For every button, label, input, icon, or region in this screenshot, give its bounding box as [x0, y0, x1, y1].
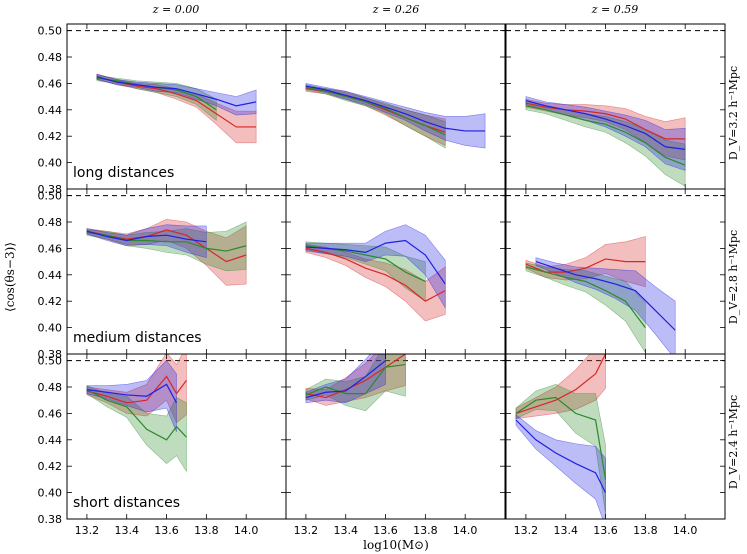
annotation-short-distances: short distances	[73, 495, 180, 511]
series-line-blue	[86, 383, 178, 404]
x-tick-label: 13.4	[114, 524, 139, 537]
panel-0-1-plot	[286, 30, 505, 149]
series-line-blue	[96, 76, 257, 107]
x-tick-label: 13.2	[75, 524, 100, 537]
y-tick-label: 0.50	[38, 355, 63, 368]
series-line-green	[525, 105, 686, 166]
column-title-z000: z = 0.00	[152, 3, 200, 16]
band-red	[525, 236, 646, 288]
y-tick-label: 0.40	[38, 487, 63, 500]
series-line-green	[86, 389, 187, 441]
row-label-medium: D_V=2.8 h⁻¹Mpc	[727, 230, 740, 324]
series-line-green	[515, 396, 607, 480]
series-line-red	[86, 375, 187, 404]
row-label-long: D_V=3.2 h⁻¹Mpc	[727, 66, 740, 160]
panel-2-1-plot	[286, 354, 505, 412]
panel-frame	[285, 353, 506, 520]
y-tick-label: 0.46	[38, 77, 63, 90]
series-line-green	[305, 363, 406, 396]
x-tick-label: 14.0	[234, 524, 259, 537]
series-line-red	[305, 247, 446, 302]
y-tick-label: 0.38	[38, 348, 63, 361]
panel-2-2-plot	[506, 354, 725, 519]
series-line-green	[305, 86, 446, 136]
series-line-green	[525, 266, 646, 328]
y-tick-label: 0.48	[38, 51, 63, 64]
y-tick-label: 0.40	[38, 322, 63, 335]
x-tick-label: 13.6	[373, 524, 398, 537]
x-tick-label: 13.2	[514, 524, 539, 537]
x-tick-label: 13.6	[154, 524, 179, 537]
x-tick-label: 13.8	[413, 524, 438, 537]
y-tick-label: 0.48	[38, 216, 63, 229]
x-tick-label: 13.2	[294, 524, 319, 537]
y-tick-label: 0.42	[38, 130, 63, 143]
x-tick-label: 13.6	[593, 524, 618, 537]
panel-0-2-plot	[506, 30, 725, 187]
series-line-blue	[515, 419, 607, 493]
x-tick-label: 13.8	[194, 524, 219, 537]
y-tick-label: 0.44	[38, 434, 63, 447]
y-tick-label: 0.50	[38, 190, 63, 203]
annotation-medium-distances: medium distances	[73, 330, 202, 346]
series-line-blue	[525, 99, 686, 150]
y-tick-label: 0.46	[38, 242, 63, 255]
panel-1-0-plot	[67, 195, 286, 286]
series-line-blue	[305, 360, 386, 399]
band-blue	[305, 224, 446, 309]
y-tick-label: 0.50	[38, 25, 63, 38]
panel-frame	[505, 353, 726, 520]
column-title-z059: z = 0.59	[591, 3, 639, 16]
y-tick-label: 0.38	[38, 183, 63, 196]
y-tick-label: 0.38	[38, 513, 63, 526]
panel-1-2-plot	[506, 195, 725, 354]
panel-2-0-plot	[67, 354, 286, 473]
y-tick-label: 0.42	[38, 295, 63, 308]
series-line-green	[86, 231, 247, 252]
series-line-blue	[305, 239, 446, 285]
band-red	[305, 244, 446, 322]
x-tick-label: 13.4	[333, 524, 358, 537]
column-title-z026: z = 0.26	[372, 3, 420, 16]
series-line-blue	[305, 85, 486, 132]
y-tick-label: 0.42	[38, 460, 63, 473]
panel-1-1-plot	[286, 195, 505, 322]
y-tick-label: 0.40	[38, 157, 63, 170]
x-tick-label: 13.4	[553, 524, 578, 537]
x-tick-label: 13.8	[633, 524, 658, 537]
series-line-red	[515, 354, 607, 414]
x-axis-label: log10(M⊙)	[363, 538, 429, 552]
x-tick-label: 14.0	[453, 524, 478, 537]
series-line-red	[525, 102, 686, 140]
band-blue	[86, 224, 207, 259]
annotation-long-distances: long distances	[73, 165, 174, 181]
y-tick-label: 0.44	[38, 269, 63, 282]
y-tick-label: 0.48	[38, 381, 63, 394]
series-line-blue	[86, 230, 207, 243]
x-tick-label: 14.0	[673, 524, 698, 537]
y-tick-label: 0.44	[38, 104, 63, 117]
band-blue	[535, 257, 676, 354]
band-green	[305, 354, 406, 412]
series-line-red	[305, 354, 406, 399]
y-axis-label: ⟨cos(θs−3)⟩	[3, 242, 17, 312]
band-blue	[86, 360, 177, 432]
panels-layer: 0.380.400.420.440.460.480.500.380.400.42…	[38, 23, 726, 537]
band-blue	[305, 354, 386, 404]
panel-0-0-plot	[67, 30, 286, 144]
y-tick-label: 0.46	[38, 407, 63, 420]
row-label-short: D_V=2.4 h⁻¹Mpc	[727, 395, 740, 489]
series-line-blue	[535, 261, 676, 331]
